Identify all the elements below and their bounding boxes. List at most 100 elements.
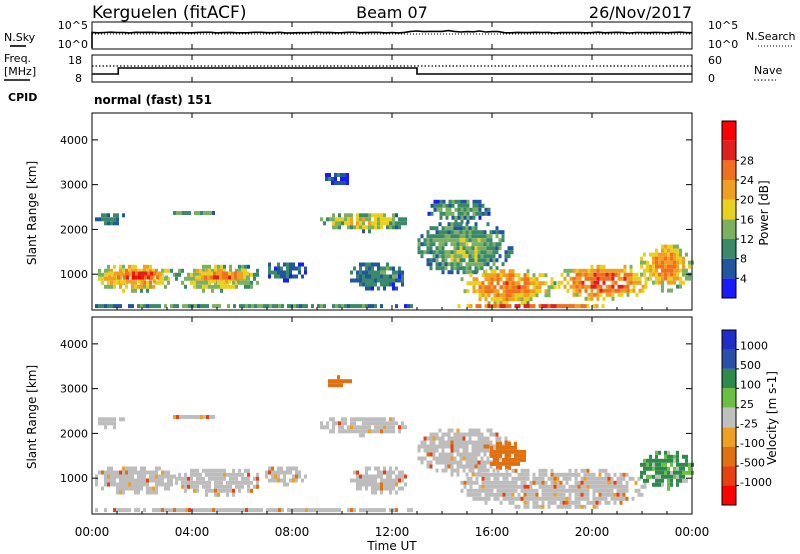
heatmap-cell <box>125 466 128 471</box>
heatmap-cell <box>493 269 497 274</box>
heatmap-cell <box>626 288 630 293</box>
heatmap-cell <box>441 258 445 263</box>
heatmap-cell <box>104 304 107 309</box>
heatmap-cell <box>459 452 463 457</box>
heatmap-cell <box>490 453 493 458</box>
heatmap-cell <box>182 508 185 513</box>
colorbar-tick-label: 1000 <box>740 340 768 353</box>
heatmap-cell <box>190 472 193 477</box>
heatmap-cell <box>568 472 572 477</box>
heatmap-cell <box>484 480 488 485</box>
heatmap-cell <box>202 268 205 273</box>
heatmap-cell <box>553 488 557 493</box>
heatmap-cell <box>475 211 479 216</box>
heatmap-cell <box>493 480 497 485</box>
heatmap-cell <box>496 449 499 454</box>
heatmap-cell <box>474 440 478 445</box>
heatmap-cell <box>238 468 241 473</box>
heatmap-cell <box>126 275 129 280</box>
heatmap-cell <box>523 496 527 501</box>
heatmap-cell <box>432 242 436 247</box>
heatmap-cell <box>380 270 383 275</box>
heatmap-cell <box>463 211 467 216</box>
heatmap-cell <box>608 284 612 289</box>
heatmap-cell <box>368 508 371 513</box>
heatmap-cell <box>526 468 530 473</box>
heatmap-cell <box>383 417 386 422</box>
heatmap-cell <box>595 480 599 485</box>
heatmap-cell <box>377 286 380 291</box>
heatmap-cell <box>395 286 398 291</box>
heatmap-cell <box>581 284 585 289</box>
heatmap-cell <box>223 264 226 269</box>
heatmap-cell <box>661 272 664 277</box>
heatmap-cell <box>679 466 682 471</box>
heatmap-cell <box>568 476 572 481</box>
nsky-label: N.Sky <box>4 31 36 44</box>
heatmap-cell <box>298 470 301 475</box>
heatmap-cell <box>328 383 331 388</box>
heatmap-cell <box>138 271 141 276</box>
heatmap-cell <box>475 207 479 212</box>
heatmap-cell <box>383 478 386 483</box>
heatmap-cell <box>474 266 478 271</box>
heatmap-cell <box>283 262 286 267</box>
heatmap-cell <box>349 379 352 384</box>
heatmap-cell <box>245 304 248 309</box>
heatmap-cell <box>389 478 392 483</box>
heatmap-cell <box>447 436 451 441</box>
heatmap-cell <box>511 488 515 493</box>
heatmap-cell <box>389 508 392 513</box>
heatmap-cell <box>526 476 530 481</box>
heatmap-cell <box>341 429 344 434</box>
heatmap-cell <box>223 484 226 489</box>
heatmap-cell <box>129 279 132 284</box>
heatmap-cell <box>474 428 478 433</box>
heatmap-cell <box>225 271 228 276</box>
heatmap-cell <box>499 465 502 470</box>
heatmap-cell <box>661 466 664 471</box>
heatmap-cell <box>247 480 250 485</box>
heatmap-cell <box>604 472 608 477</box>
heatmap-cell <box>359 482 362 487</box>
heatmap-cell <box>578 272 582 277</box>
heatmap-cell <box>498 238 502 243</box>
heatmap-cell <box>268 470 271 475</box>
heatmap-cell <box>420 440 424 445</box>
heatmap-cell <box>185 304 188 309</box>
heatmap-cell <box>377 266 380 271</box>
colorbar-tick-label: 100 <box>740 379 761 392</box>
heatmap-cell <box>220 468 223 473</box>
heatmap-cell <box>532 273 536 278</box>
heatmap-cell <box>617 272 621 277</box>
heatmap-cell <box>199 284 202 289</box>
heatmap-cell <box>483 234 487 239</box>
heatmap-cell <box>217 264 220 269</box>
heatmap-cell <box>371 417 374 422</box>
heatmap-cell <box>499 480 503 485</box>
heatmap-cell <box>246 275 249 280</box>
heatmap-cell <box>305 304 308 309</box>
heatmap-cell <box>480 246 484 251</box>
heatmap-cell <box>332 425 335 430</box>
heatmap-cell <box>559 480 563 485</box>
heatmap-cell <box>368 225 371 230</box>
heatmap-cell <box>517 293 521 298</box>
heatmap-cell <box>211 468 214 473</box>
heatmap-cell <box>575 272 579 277</box>
heatmap-cell <box>532 293 536 298</box>
heatmap-cell <box>365 213 368 218</box>
colorbar-tick-label: -100 <box>740 437 765 450</box>
heatmap-cell <box>149 478 152 483</box>
heatmap-cell <box>556 504 560 509</box>
heatmap-cell <box>469 480 473 485</box>
heatmap-cell <box>643 458 646 463</box>
heatmap-cell <box>216 275 219 280</box>
heatmap-cell <box>356 470 359 475</box>
heatmap-cell <box>125 508 128 513</box>
heatmap-cell <box>144 271 147 276</box>
heatmap-cell <box>196 472 199 477</box>
heatmap-cell <box>471 238 475 243</box>
heatmap-cell <box>520 488 524 493</box>
heatmap-cell <box>432 432 436 437</box>
